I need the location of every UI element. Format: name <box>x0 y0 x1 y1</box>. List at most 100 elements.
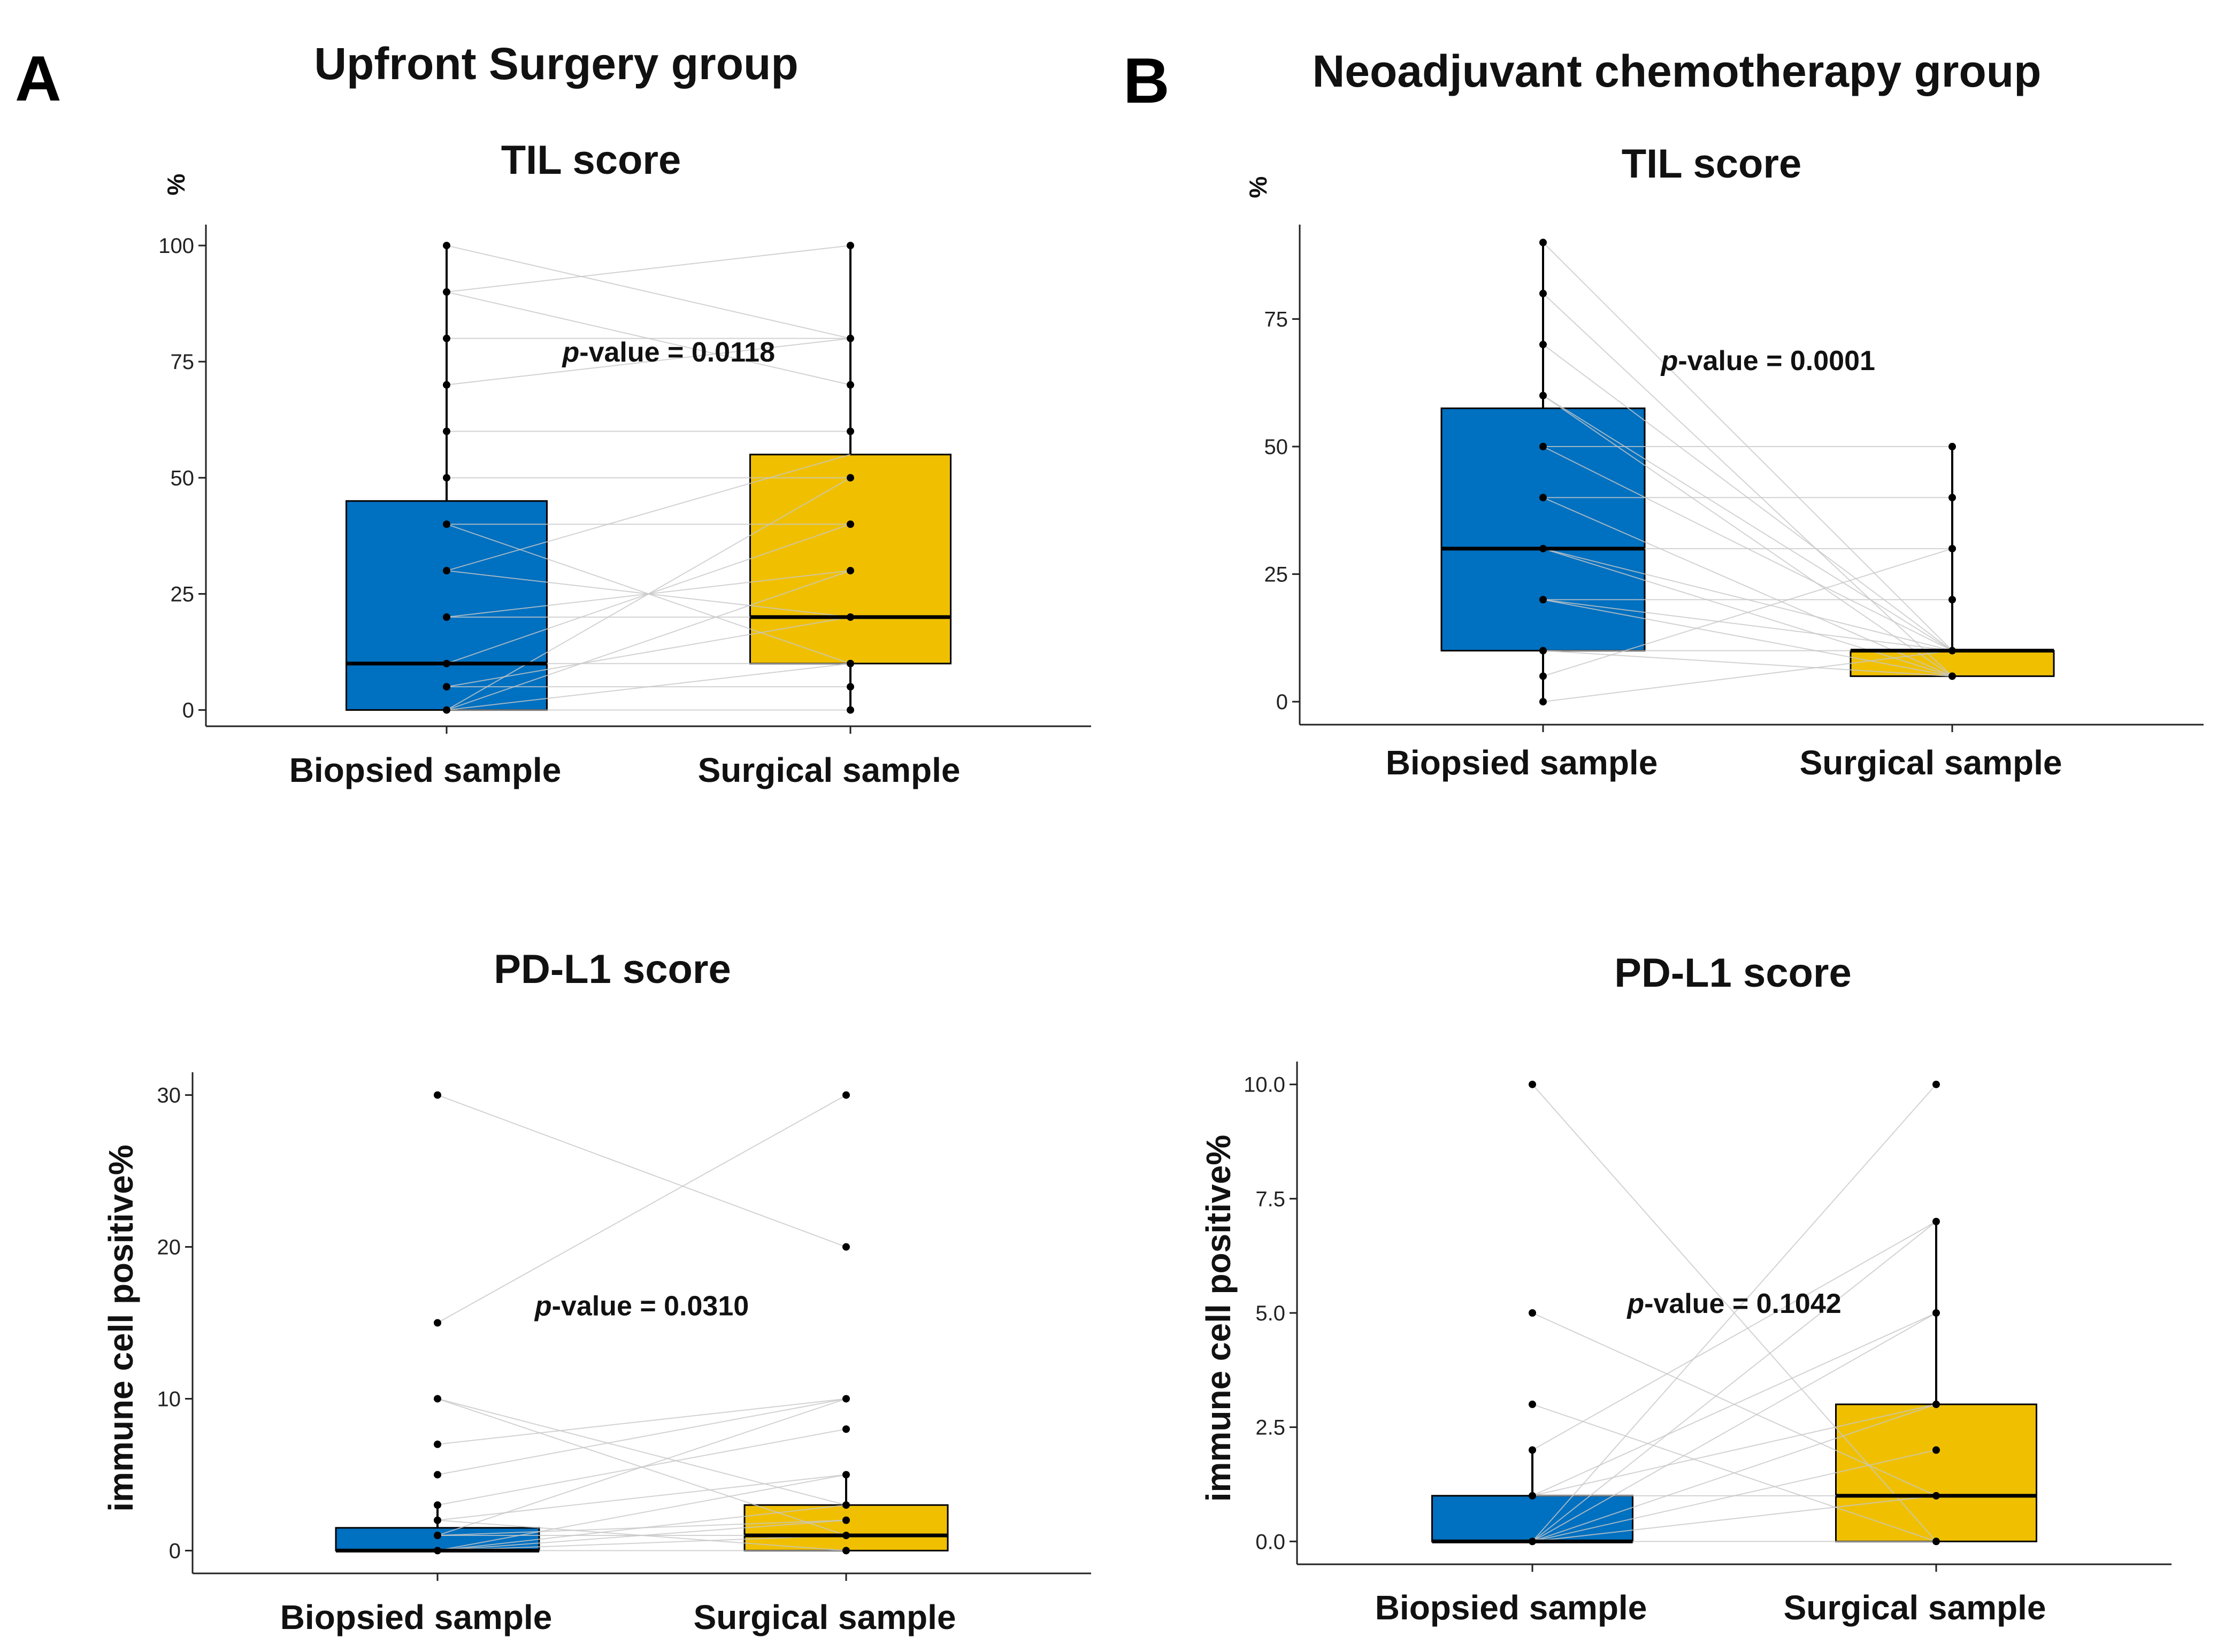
chart-title: PD-L1 score <box>1614 950 1852 996</box>
chart-title: TIL score <box>501 137 681 183</box>
p-value-italic-p: p <box>534 1290 552 1321</box>
y-tick-label: 5.0 <box>1255 1302 1285 1325</box>
box-biopsied <box>1440 407 1646 652</box>
pair-line <box>1532 1221 1937 1451</box>
panel-b-letter: B <box>1123 45 1170 117</box>
x-category-label: Surgical sample <box>694 1598 956 1636</box>
chart-a-til: TIL score 0 25 50 75 100 Biopsied sample Surgic… <box>158 137 1091 789</box>
data-point <box>1539 494 1547 502</box>
pair-line <box>437 1398 847 1536</box>
pair-line <box>446 245 851 293</box>
data-point <box>842 1243 850 1251</box>
p-value-label: p-value = 0.0118 <box>562 337 776 368</box>
data-point <box>842 1547 850 1555</box>
data-point <box>443 334 450 342</box>
y-tick-label: 10.0 <box>1244 1073 1285 1097</box>
pair-line <box>437 1398 847 1476</box>
pair-line <box>437 1519 847 1551</box>
pair-line <box>437 1504 847 1551</box>
data-point <box>434 1440 441 1448</box>
data-point <box>1529 1080 1536 1088</box>
p-value-italic-p: p <box>1626 1288 1644 1319</box>
data-point <box>434 1547 441 1555</box>
data-point <box>443 567 450 575</box>
y-axis-title: immune cell positive% <box>102 1144 140 1511</box>
data-point <box>443 381 450 389</box>
data-point <box>1539 672 1547 680</box>
data-point <box>842 1532 850 1540</box>
pair-line <box>1543 497 1953 677</box>
data-point <box>847 474 854 482</box>
data-point <box>1932 1492 1940 1500</box>
data-point <box>847 659 854 667</box>
data-point <box>842 1501 850 1509</box>
data-point <box>842 1395 850 1403</box>
x-category-label: Biopsied sample <box>289 751 562 789</box>
data-point <box>847 242 854 250</box>
y-tick-label: 0 <box>169 1539 181 1563</box>
pair-line <box>1532 1084 1937 1542</box>
pair-line <box>1543 599 1953 651</box>
data-point <box>1529 1400 1536 1408</box>
data-point <box>434 1471 441 1479</box>
data-point <box>443 474 450 482</box>
data-point <box>847 381 854 389</box>
chart-b-pdl1: PD-L1 score 0.0 2.5 5.0 7.5 10.0 Biopsied samp… <box>1199 950 2172 1627</box>
pair-line <box>1532 1403 1937 1542</box>
data-point <box>1539 544 1547 552</box>
data-point <box>1539 341 1547 349</box>
pair-line <box>446 570 851 711</box>
y-tick-label: 10 <box>157 1387 181 1411</box>
pair-line <box>437 1398 847 1445</box>
data-point <box>1539 289 1547 297</box>
data-point <box>842 1471 850 1479</box>
y-axis-unit-label: % <box>162 174 190 196</box>
data-point <box>1539 391 1547 399</box>
data-point <box>842 1516 850 1524</box>
p-value-text: -value = 0.0001 <box>1678 345 1875 376</box>
pair-line <box>446 337 851 386</box>
pair-line <box>446 291 851 386</box>
chart-b-til: TIL score 0 25 50 75 Biopsied sample Surgical … <box>1244 141 2204 782</box>
data-point <box>443 706 450 714</box>
x-category-label: Surgical sample <box>698 751 961 789</box>
data-point <box>1932 1080 1940 1088</box>
panel-a-letter: A <box>15 43 62 114</box>
pair-line <box>446 245 851 339</box>
y-tick-label: 0 <box>1276 690 1288 714</box>
y-tick-label: 50 <box>171 466 195 490</box>
y-tick-label: 25 <box>1264 563 1288 587</box>
y-tick-label: 75 <box>171 350 195 374</box>
box-biopsied <box>335 1527 540 1551</box>
data-point <box>1539 698 1547 706</box>
data-point <box>1932 1218 1940 1226</box>
pair-line <box>437 1398 847 1506</box>
data-point <box>842 1425 850 1433</box>
box-biopsied <box>1431 1495 1633 1542</box>
x-category-label: Biopsied sample <box>280 1598 553 1636</box>
pair-line <box>437 1474 847 1551</box>
p-value-text: -value = 0.1042 <box>1644 1288 1842 1319</box>
data-point <box>1948 596 1956 604</box>
data-point <box>847 427 854 435</box>
chart-a-pdl1: PD-L1 score 0 10 20 30 Biopsied sample Surgica… <box>102 947 1091 1636</box>
group-a-title: Upfront Surgery group <box>314 39 798 89</box>
data-point <box>1948 544 1956 552</box>
chart-title: TIL score <box>1622 141 1802 187</box>
x-category-label: Biopsied sample <box>1386 743 1658 782</box>
pair-line <box>1543 395 1953 651</box>
data-point <box>1948 672 1956 680</box>
p-value-text: -value = 0.0310 <box>552 1290 749 1321</box>
pair-line <box>446 616 851 688</box>
y-tick-label: 50 <box>1264 435 1288 459</box>
y-tick-label: 0.0 <box>1255 1530 1285 1554</box>
data-point <box>434 1516 441 1524</box>
data-point <box>443 427 450 435</box>
pair-line <box>1532 1495 1937 1542</box>
data-point <box>434 1532 441 1540</box>
y-tick-label: 30 <box>157 1084 181 1108</box>
p-value-label: p-value = 0.1042 <box>1626 1288 1841 1319</box>
pair-line <box>446 663 851 711</box>
data-point <box>1948 647 1956 655</box>
